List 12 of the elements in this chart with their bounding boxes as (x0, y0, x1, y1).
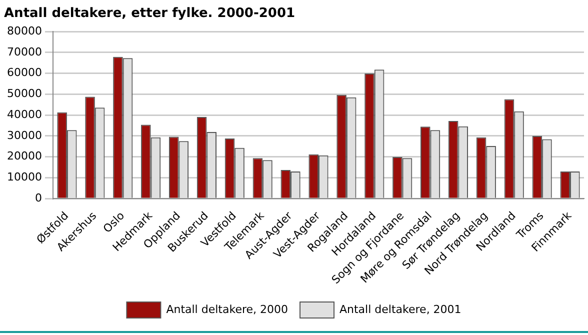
y-tick-label: 0 (34, 191, 42, 204)
y-tick-label: 60000 (6, 66, 42, 80)
y-tick-label: 30000 (6, 128, 42, 142)
y-tick-label: 70000 (6, 45, 42, 58)
chart-title: Antall deltakere, etter fylke. 2000-2001 (3, 5, 296, 22)
y-tick-label: 10000 (6, 170, 42, 184)
y-tick-label: 50000 (6, 87, 42, 100)
legend-label: Antall deltakere, 2001 (340, 302, 462, 316)
y-tick-label: 20000 (6, 150, 42, 163)
legend-label: Antall deltakere, 2000 (166, 302, 288, 316)
y-tick-label: 80000 (6, 24, 42, 38)
y-tick-label: 40000 (6, 108, 42, 121)
